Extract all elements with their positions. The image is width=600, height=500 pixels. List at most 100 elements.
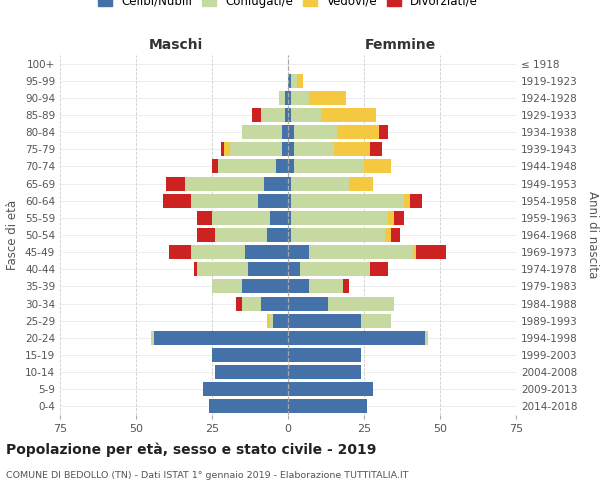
Bar — [288, 262, 300, 276]
Bar — [248, 262, 288, 276]
Bar — [416, 245, 446, 259]
Bar — [404, 194, 410, 207]
Bar — [212, 348, 288, 362]
Bar — [282, 142, 288, 156]
Bar — [291, 176, 349, 190]
Bar — [251, 108, 260, 122]
Bar — [291, 74, 297, 88]
Bar — [288, 348, 361, 362]
Bar — [276, 160, 288, 173]
Bar — [291, 228, 385, 242]
Bar — [215, 228, 267, 242]
Bar — [361, 314, 391, 328]
Bar — [236, 296, 242, 310]
Y-axis label: Anni di nascita: Anni di nascita — [586, 192, 599, 278]
Bar — [163, 194, 191, 207]
Bar — [288, 91, 291, 105]
Bar — [218, 160, 276, 173]
Bar — [288, 194, 291, 207]
Bar — [279, 91, 285, 105]
Bar — [197, 262, 248, 276]
Bar — [267, 314, 270, 328]
Bar — [221, 142, 224, 156]
Bar — [364, 160, 391, 173]
Bar — [294, 142, 334, 156]
Bar — [242, 125, 282, 139]
Bar — [413, 245, 416, 259]
Bar — [288, 382, 373, 396]
Bar — [309, 91, 346, 105]
Bar — [151, 331, 154, 345]
Bar — [260, 296, 288, 310]
Bar — [203, 382, 288, 396]
Bar — [294, 160, 364, 173]
Bar — [288, 314, 361, 328]
Bar — [154, 331, 288, 345]
Bar — [191, 245, 245, 259]
Bar — [288, 211, 291, 225]
Bar — [370, 142, 382, 156]
Text: Femmine: Femmine — [365, 38, 436, 52]
Bar — [288, 228, 291, 242]
Bar — [291, 91, 309, 105]
Bar — [410, 194, 422, 207]
Bar — [191, 194, 257, 207]
Bar — [291, 211, 388, 225]
Bar — [282, 125, 288, 139]
Bar — [394, 211, 404, 225]
Bar — [224, 142, 230, 156]
Bar — [288, 296, 328, 310]
Bar — [288, 160, 294, 173]
Bar — [343, 280, 349, 293]
Bar — [291, 194, 404, 207]
Y-axis label: Fasce di età: Fasce di età — [7, 200, 19, 270]
Bar — [328, 296, 394, 310]
Bar — [391, 228, 400, 242]
Bar — [288, 365, 361, 379]
Bar — [260, 108, 285, 122]
Bar — [197, 228, 215, 242]
Bar — [185, 176, 263, 190]
Text: Popolazione per età, sesso e stato civile - 2019: Popolazione per età, sesso e stato civil… — [6, 442, 376, 457]
Bar — [267, 228, 288, 242]
Bar — [309, 280, 343, 293]
Legend: Celibi/Nubili, Coniugati/e, Vedovi/e, Divorziati/e: Celibi/Nubili, Coniugati/e, Vedovi/e, Di… — [93, 0, 483, 12]
Bar — [288, 331, 425, 345]
Bar — [197, 211, 212, 225]
Bar — [288, 400, 367, 413]
Bar — [273, 314, 288, 328]
Bar — [285, 108, 288, 122]
Bar — [309, 245, 413, 259]
Bar — [270, 211, 288, 225]
Bar — [212, 160, 218, 173]
Text: COMUNE DI BEDOLLO (TN) - Dati ISTAT 1° gennaio 2019 - Elaborazione TUTTITALIA.IT: COMUNE DI BEDOLLO (TN) - Dati ISTAT 1° g… — [6, 471, 409, 480]
Bar — [288, 142, 294, 156]
Bar — [242, 296, 260, 310]
Bar — [263, 176, 288, 190]
Bar — [297, 74, 303, 88]
Bar — [288, 108, 291, 122]
Bar — [288, 280, 309, 293]
Bar — [288, 245, 309, 259]
Bar — [294, 125, 337, 139]
Bar — [288, 176, 291, 190]
Bar — [288, 125, 294, 139]
Bar — [245, 245, 288, 259]
Bar — [215, 365, 288, 379]
Bar — [166, 176, 185, 190]
Bar — [169, 245, 191, 259]
Bar — [334, 142, 370, 156]
Bar — [230, 142, 282, 156]
Bar — [337, 125, 379, 139]
Bar — [285, 91, 288, 105]
Bar — [194, 262, 197, 276]
Bar — [425, 331, 428, 345]
Bar — [322, 108, 376, 122]
Bar — [270, 314, 273, 328]
Bar — [370, 262, 388, 276]
Bar — [257, 194, 288, 207]
Bar — [242, 280, 288, 293]
Bar — [379, 125, 388, 139]
Bar — [212, 280, 242, 293]
Bar — [300, 262, 370, 276]
